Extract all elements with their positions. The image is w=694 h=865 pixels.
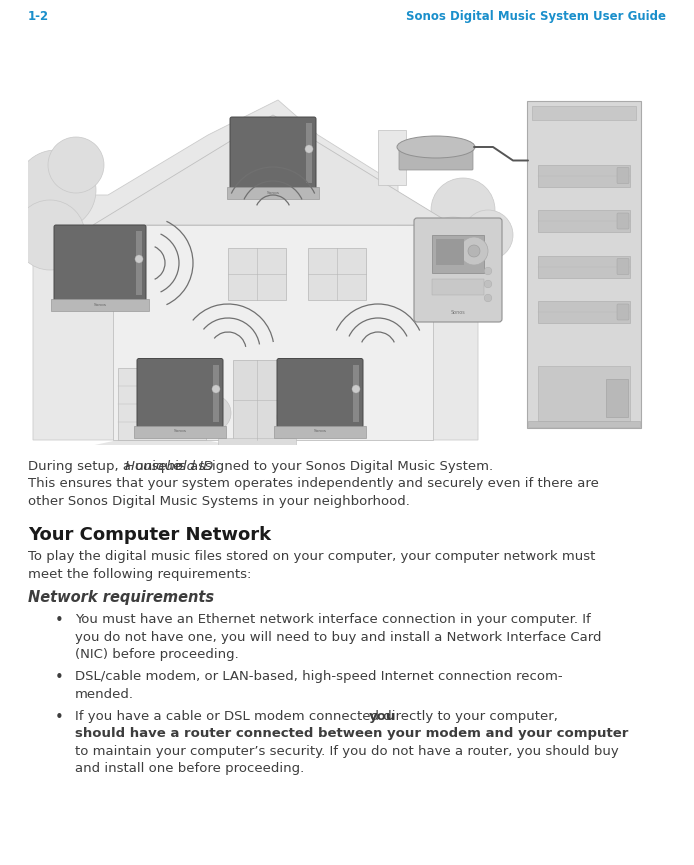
Text: DSL/cable modem, or LAN-based, high-speed Internet connection recom-: DSL/cable modem, or LAN-based, high-spee… [75,670,563,683]
FancyBboxPatch shape [54,225,146,301]
Circle shape [195,395,231,431]
FancyBboxPatch shape [538,301,630,323]
FancyBboxPatch shape [51,299,149,311]
Text: Sonos: Sonos [314,430,326,433]
Polygon shape [93,115,453,225]
Circle shape [277,401,309,433]
Circle shape [468,245,480,257]
Text: Sonos Digital Music System User Guide: Sonos Digital Music System User Guide [406,10,666,23]
Text: should have a router connected between your modem and your computer: should have a router connected between y… [75,727,628,740]
Text: Sonos: Sonos [450,310,466,315]
FancyBboxPatch shape [414,218,502,322]
FancyBboxPatch shape [378,130,406,185]
FancyBboxPatch shape [538,164,630,187]
FancyBboxPatch shape [527,101,641,428]
FancyBboxPatch shape [118,368,206,440]
Text: If you have a cable or DSL modem connected directly to your computer,: If you have a cable or DSL modem connect… [75,709,562,722]
FancyBboxPatch shape [233,360,281,440]
Ellipse shape [397,136,475,158]
FancyBboxPatch shape [617,304,629,320]
FancyBboxPatch shape [277,358,363,427]
Text: Sonos: Sonos [266,191,280,195]
FancyBboxPatch shape [136,231,142,295]
Text: other Sonos Digital Music Systems in your neighborhood.: other Sonos Digital Music Systems in you… [28,495,410,508]
Circle shape [135,255,143,263]
FancyBboxPatch shape [274,426,366,438]
Text: to maintain your computer’s security. If you do not have a router, you should bu: to maintain your computer’s security. If… [75,745,619,758]
FancyBboxPatch shape [436,239,464,265]
FancyBboxPatch shape [308,248,366,300]
FancyBboxPatch shape [617,259,629,274]
FancyBboxPatch shape [617,213,629,229]
FancyBboxPatch shape [228,248,286,300]
FancyBboxPatch shape [528,421,640,427]
Text: •: • [55,613,64,628]
FancyBboxPatch shape [538,210,630,232]
FancyBboxPatch shape [253,186,293,198]
Text: •: • [55,709,64,725]
FancyBboxPatch shape [134,426,226,438]
Polygon shape [48,440,278,455]
Text: This ensures that your system operates independently and securely even if there : This ensures that your system operates i… [28,477,599,490]
FancyBboxPatch shape [399,146,473,170]
Circle shape [484,267,492,275]
Circle shape [425,217,481,273]
FancyBboxPatch shape [353,364,359,421]
Text: During setup, a unique: During setup, a unique [28,460,185,473]
Circle shape [305,145,313,153]
Text: You must have an Ethernet network interface connection in your computer. If: You must have an Ethernet network interf… [75,613,591,626]
FancyBboxPatch shape [606,379,628,417]
Text: To play the digital music files stored on your computer, your computer network m: To play the digital music files stored o… [28,550,595,563]
FancyBboxPatch shape [538,366,630,421]
FancyBboxPatch shape [306,123,312,183]
FancyBboxPatch shape [538,255,630,278]
Text: 1-2: 1-2 [28,10,49,23]
Text: Network requirements: Network requirements [28,590,214,605]
FancyBboxPatch shape [532,106,636,120]
FancyBboxPatch shape [230,117,316,189]
Text: mended.: mended. [75,688,134,701]
Circle shape [484,280,492,288]
Circle shape [48,137,104,193]
FancyBboxPatch shape [213,364,219,421]
Text: (NIC) before proceeding.: (NIC) before proceeding. [75,649,239,662]
Circle shape [212,385,220,393]
Text: you do not have one, you will need to buy and install a Network Interface Card: you do not have one, you will need to bu… [75,631,602,644]
Circle shape [251,153,295,197]
FancyBboxPatch shape [113,225,433,440]
Polygon shape [33,100,478,440]
Circle shape [463,210,513,260]
Text: Household ID: Household ID [125,460,213,473]
Text: you: you [369,709,396,722]
FancyBboxPatch shape [218,438,296,450]
Circle shape [431,178,495,242]
FancyBboxPatch shape [432,235,484,273]
Circle shape [352,385,360,393]
FancyBboxPatch shape [432,279,484,295]
Text: •: • [55,670,64,685]
Text: Sonos: Sonos [94,303,106,307]
Circle shape [15,200,85,270]
FancyBboxPatch shape [227,187,319,199]
Text: Your Computer Network: Your Computer Network [28,526,271,544]
Circle shape [460,237,488,265]
Circle shape [16,150,96,230]
Text: meet the following requirements:: meet the following requirements: [28,567,251,580]
Circle shape [484,294,492,302]
Text: Sonos: Sonos [174,430,187,433]
FancyBboxPatch shape [617,168,629,183]
Text: and install one before proceeding.: and install one before proceeding. [75,762,304,775]
FancyBboxPatch shape [137,358,223,427]
Text: is assigned to your Sonos Digital Music System.: is assigned to your Sonos Digital Music … [171,460,493,473]
